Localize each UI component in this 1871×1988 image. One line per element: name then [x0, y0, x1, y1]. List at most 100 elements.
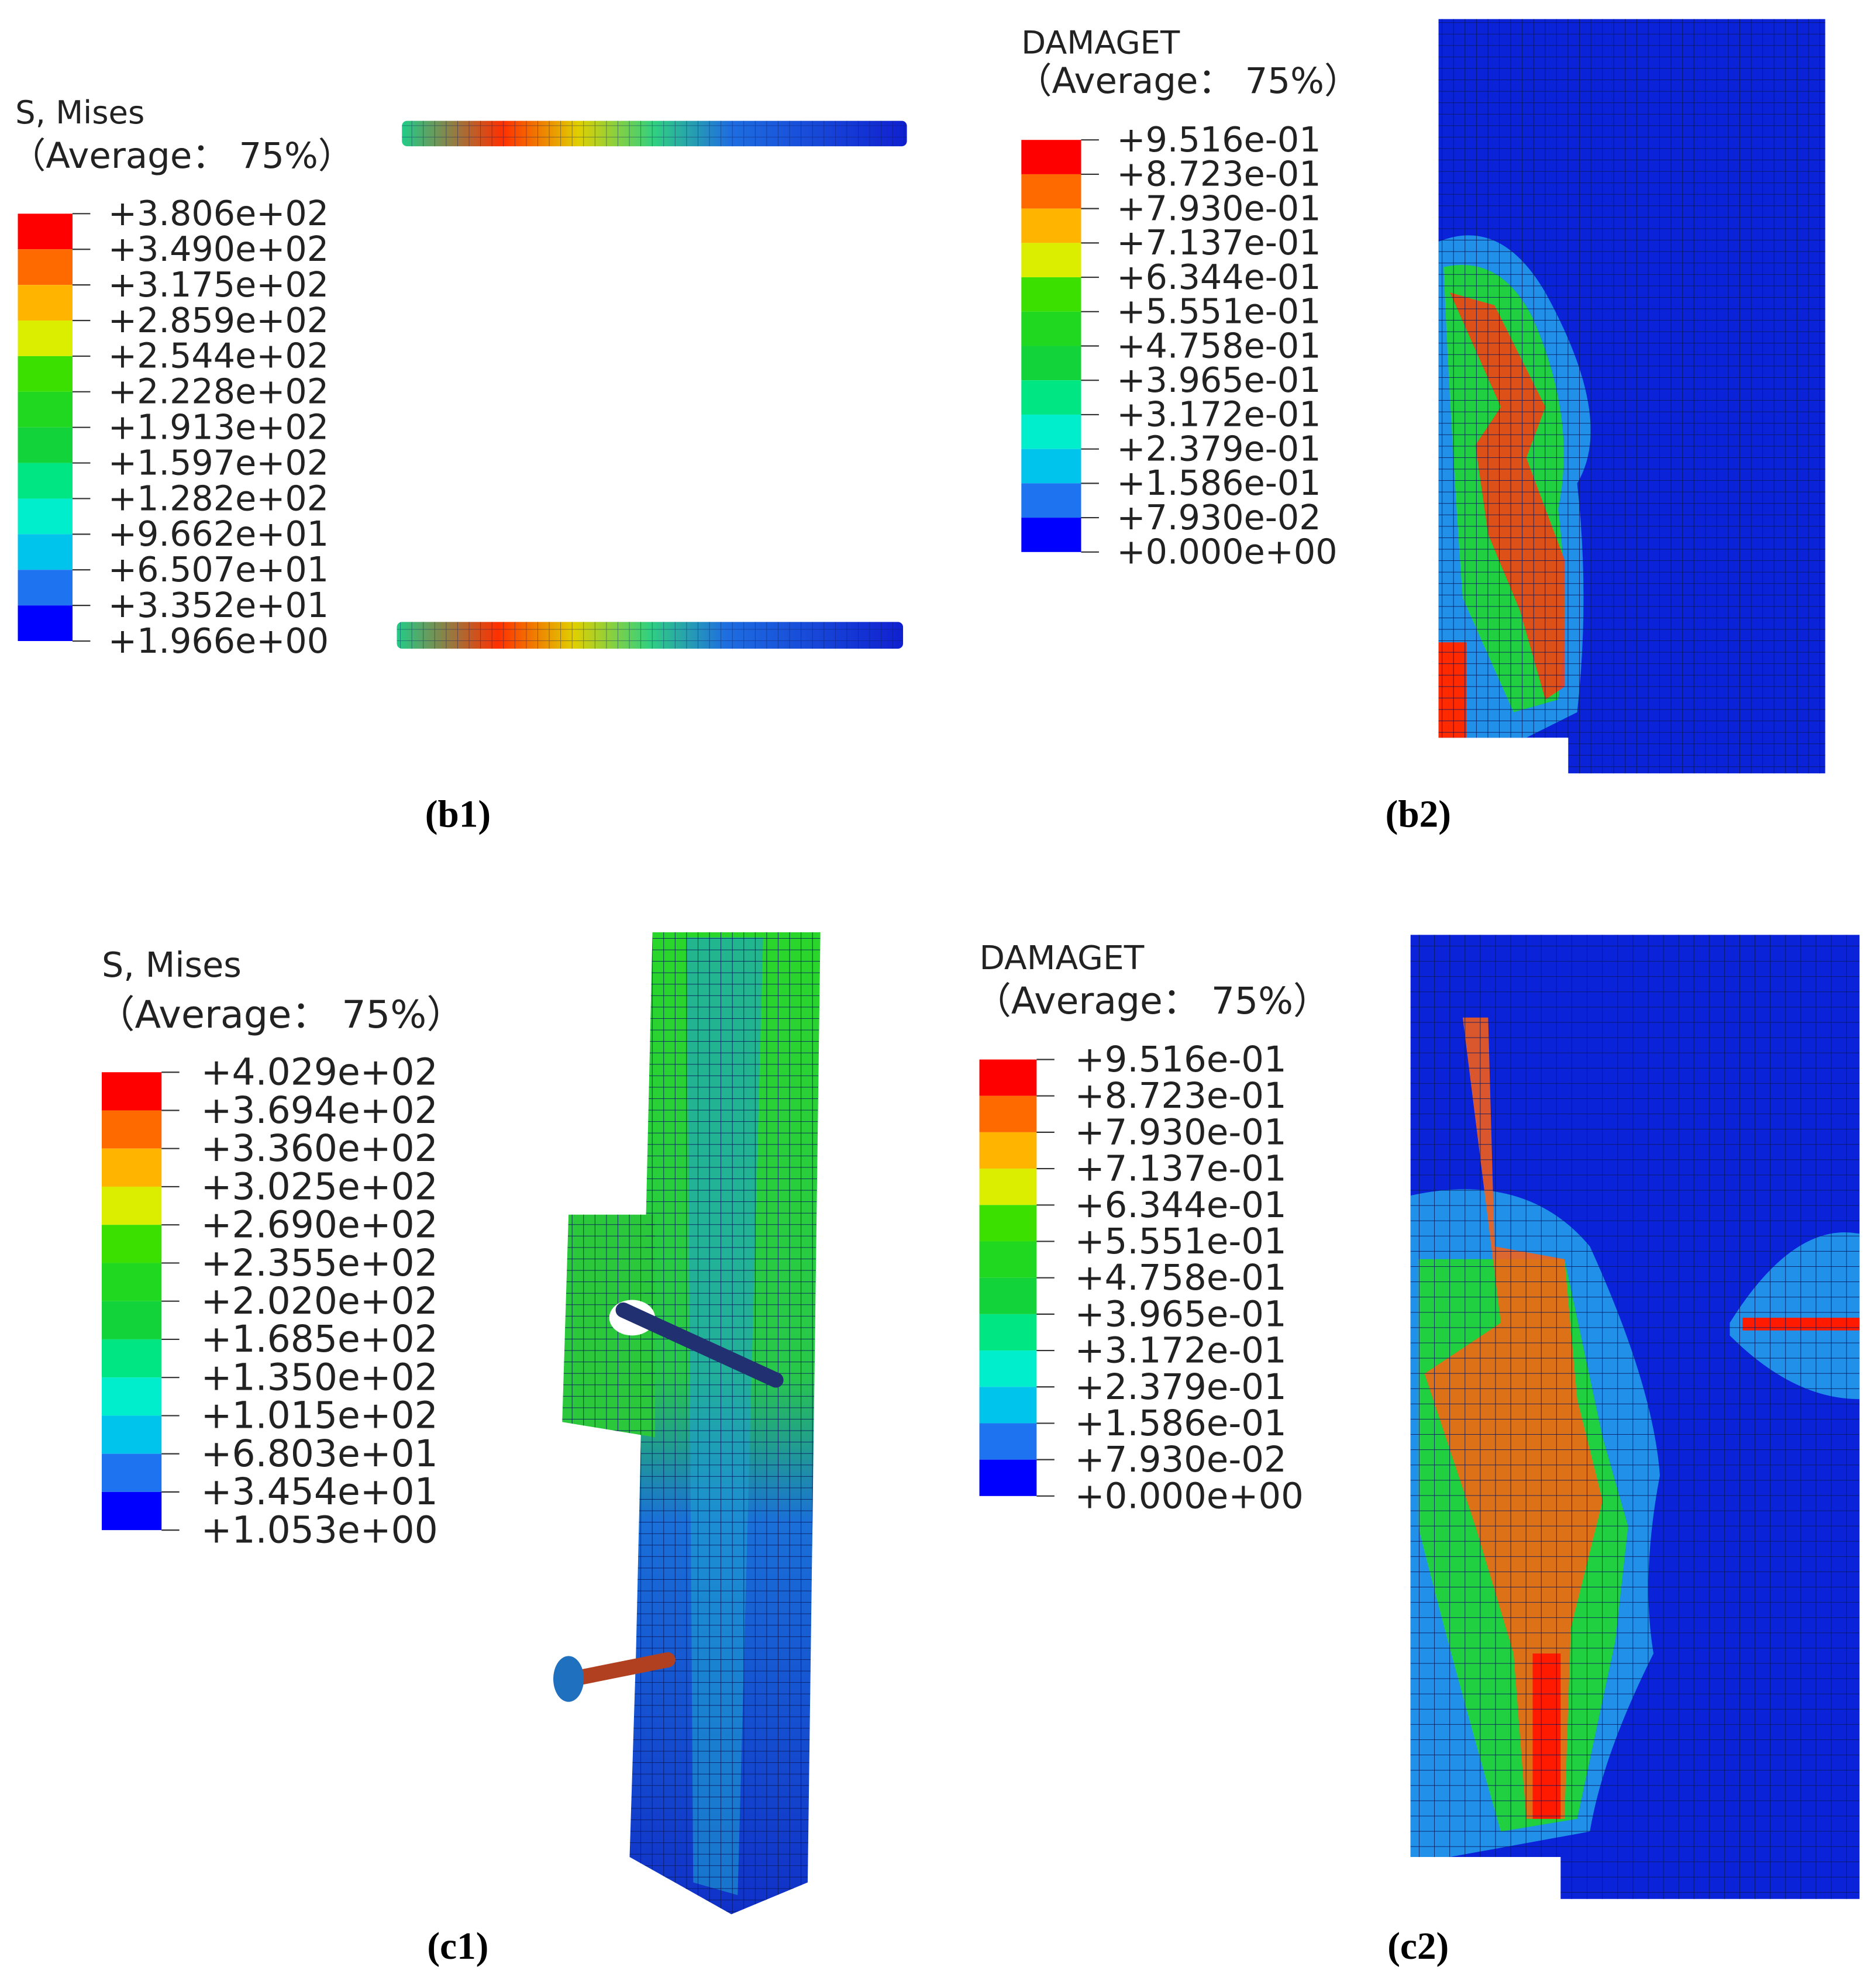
legend-label: +2.544e+02 [108, 336, 329, 376]
b2-model [1438, 19, 1825, 774]
legend-band [979, 1423, 1037, 1460]
legend-band [102, 1110, 162, 1149]
legend: DAMAGET（Average： 75%） +9.516e-01+8.723e-0… [1017, 24, 1360, 571]
legend-label: +7.930e-02 [1117, 498, 1321, 538]
legend-band [18, 213, 73, 250]
legend-band [1021, 346, 1081, 381]
legend-label: +3.490e+02 [108, 229, 329, 269]
c2-model [1410, 935, 1860, 1899]
legend-band [979, 1169, 1037, 1205]
legend-band [1021, 380, 1081, 415]
legend-label: +1.966e+00 [108, 621, 329, 661]
legend-title: S, Mises [102, 945, 242, 985]
legend-label: +7.930e-02 [1075, 1439, 1287, 1480]
legend-label: +1.282e+02 [108, 478, 329, 518]
legend-band [1021, 311, 1081, 346]
legend-label: +2.690e+02 [201, 1203, 438, 1246]
legend-band [979, 1205, 1037, 1242]
legend-band [102, 1225, 162, 1263]
legend-label: +1.015e+02 [201, 1394, 438, 1437]
legend-label: +7.137e-01 [1075, 1148, 1287, 1190]
legend-label: +3.025e+02 [201, 1164, 438, 1208]
legend-band [979, 1387, 1037, 1424]
legend-label: +4.029e+02 [201, 1050, 438, 1094]
legend-label: +7.930e-01 [1117, 188, 1321, 228]
legend-band [1021, 277, 1081, 312]
legend-subtitle: （Average： 75%） [974, 979, 1330, 1022]
caption: (b1) [425, 794, 491, 836]
legend-label: +2.379e-01 [1117, 429, 1321, 468]
legend-band [1021, 414, 1081, 449]
legend-label: +6.344e-01 [1117, 257, 1321, 297]
legend-band [1021, 208, 1081, 243]
legend-band [18, 463, 73, 499]
legend-band [18, 356, 73, 392]
legend-label: +3.454e+01 [201, 1470, 438, 1513]
caption: (c1) [427, 1925, 488, 1968]
legend-label: +3.172e-01 [1117, 395, 1321, 435]
legend-label: +2.859e+02 [108, 301, 329, 340]
legend-band [18, 391, 73, 428]
legend-label: +2.020e+02 [201, 1279, 438, 1322]
legend-label: +3.175e+02 [108, 265, 329, 305]
legend-label: +3.965e-01 [1117, 360, 1321, 400]
legend-label: +1.586e-01 [1117, 463, 1321, 503]
caption: (c2) [1387, 1925, 1449, 1968]
legend-band [102, 1415, 162, 1454]
legend-band [102, 1148, 162, 1187]
legend-label: +2.355e+02 [201, 1241, 438, 1284]
legend-band [979, 1459, 1037, 1496]
legend-subtitle: （Average： 75%） [97, 993, 464, 1037]
legend-label: +7.137e-01 [1117, 223, 1321, 263]
legend: S, Mises （Average： 75%） +3.806e+02+3.490e+… [10, 94, 353, 661]
legend-band [18, 285, 73, 321]
legend-band [1021, 243, 1081, 278]
legend-band [1021, 483, 1081, 518]
legend-band [102, 1263, 162, 1301]
legend-band [18, 321, 73, 356]
legend-label: +9.516e-01 [1075, 1039, 1287, 1080]
legend-label: +1.053e+00 [201, 1508, 438, 1551]
legend-band [102, 1453, 162, 1492]
legend-band [102, 1072, 162, 1111]
legend-band [18, 605, 73, 642]
legend-label: +9.516e-01 [1117, 120, 1321, 160]
legend-label: +5.551e-01 [1117, 292, 1321, 332]
legend-label: +6.344e-01 [1075, 1184, 1287, 1226]
legend-label: +3.806e+02 [108, 194, 329, 233]
legend: DAMAGET（Average： 75%） +9.516e-01+8.723e-0… [974, 939, 1330, 1517]
legend-label: +0.000e+00 [1117, 532, 1337, 572]
legend-label: +4.758e-01 [1075, 1257, 1287, 1298]
legend-title: S, Mises [15, 94, 144, 131]
legend-label: +2.228e+02 [108, 372, 329, 412]
legend-label: +4.758e-01 [1117, 326, 1321, 366]
legend-label: +1.913e+02 [108, 407, 329, 447]
legend-band [979, 1241, 1037, 1278]
legend-band [1021, 449, 1081, 484]
legend-label: +3.694e+02 [201, 1088, 438, 1132]
legend-band [18, 427, 73, 463]
legend-band [979, 1132, 1037, 1169]
c1-model [553, 932, 821, 1914]
legend: S, Mises （Average： 75%） +4.029e+02+3.694e+… [97, 945, 464, 1551]
legend-band [18, 498, 73, 535]
legend-band [979, 1350, 1037, 1387]
legend-label: +5.551e-01 [1075, 1221, 1287, 1262]
legend-band [102, 1491, 162, 1531]
legend-label: +3.360e+02 [201, 1126, 438, 1170]
legend-label: +6.507e+01 [108, 550, 329, 590]
legend-label: +0.000e+00 [1075, 1475, 1304, 1517]
legend-band [979, 1314, 1037, 1351]
legend-subtitle: （Average： 75%） [1017, 60, 1360, 102]
legend-title: DAMAGET [1021, 24, 1180, 61]
legend-band [1021, 174, 1081, 209]
legend-subtitle: （Average： 75%） [10, 135, 353, 177]
legend-band [979, 1059, 1037, 1096]
b1-model [397, 120, 907, 649]
legend-band [979, 1277, 1037, 1314]
legend-band [102, 1339, 162, 1378]
legend-label: +8.723e-01 [1117, 154, 1321, 194]
legend-label: +1.350e+02 [201, 1355, 438, 1398]
